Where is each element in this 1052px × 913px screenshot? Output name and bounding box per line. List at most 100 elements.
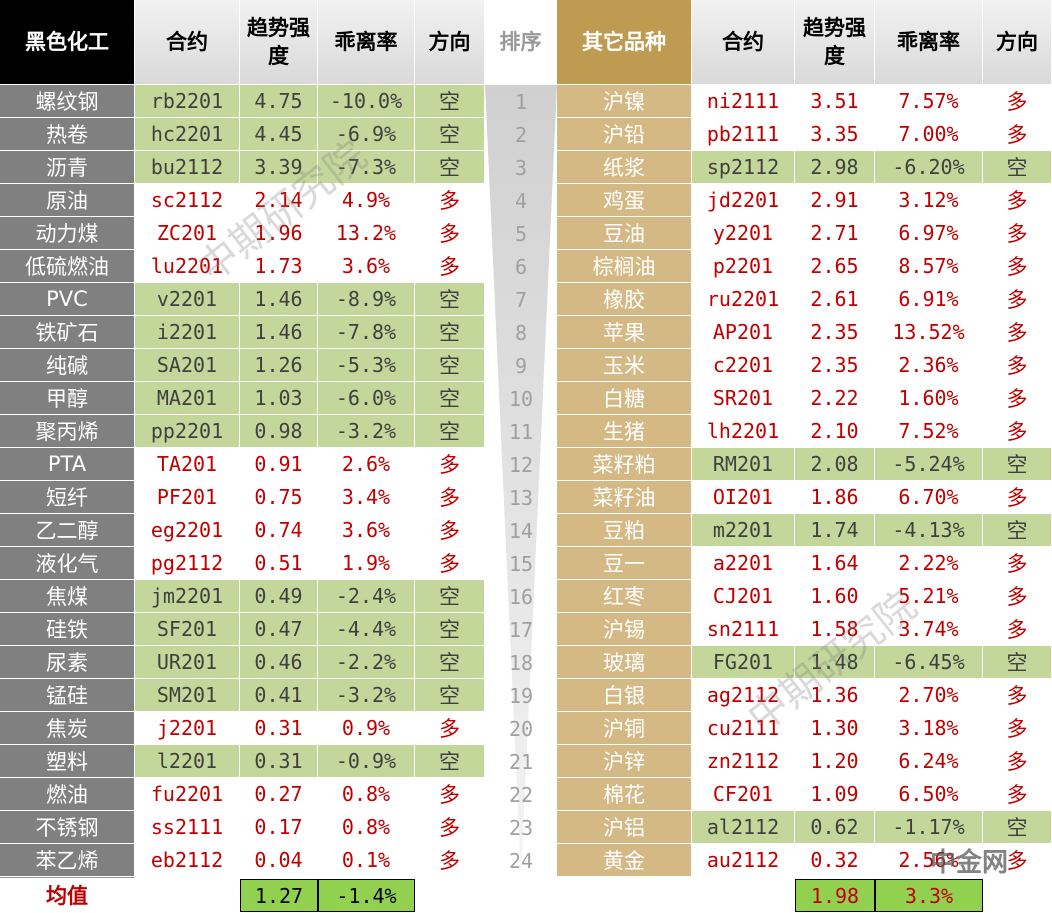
value-cell: eb2112 xyxy=(135,844,240,877)
variety-name: 沪铜 xyxy=(557,712,692,745)
header-cell: 方向 xyxy=(983,0,1052,85)
value-cell: 1.73 xyxy=(240,250,318,283)
variety-name: 鸡蛋 xyxy=(557,184,692,217)
value-cell: 1.74 xyxy=(795,514,875,547)
value-cell: 0.17 xyxy=(240,811,318,844)
header-group: 黑色化工 xyxy=(0,0,135,85)
value-cell: 0.47 xyxy=(240,613,318,646)
value-cell: 0.8% xyxy=(318,811,415,844)
variety-name: 沪铅 xyxy=(557,118,692,151)
variety-name: 玉米 xyxy=(557,349,692,382)
direction: 多 xyxy=(415,547,485,580)
value-cell: PF201 xyxy=(135,481,240,514)
value-cell: 3.6% xyxy=(318,514,415,547)
value-cell: bu2112 xyxy=(135,151,240,184)
direction: 多 xyxy=(415,481,485,514)
value-cell: l2201 xyxy=(135,745,240,778)
value-cell: -7.8% xyxy=(318,316,415,349)
direction: 多 xyxy=(983,415,1052,448)
value-cell: UR201 xyxy=(135,646,240,679)
rank: 20 xyxy=(508,716,534,741)
value-cell: 7.00% xyxy=(875,118,983,151)
value-cell: 2.98 xyxy=(795,151,875,184)
value-cell: 2.71 xyxy=(795,217,875,250)
variety-name: 塑料 xyxy=(0,745,135,778)
variety-name: PVC xyxy=(0,283,135,316)
header-group: 其它品种 xyxy=(557,0,692,85)
value-cell: -6.0% xyxy=(318,382,415,415)
direction: 空 xyxy=(415,118,485,151)
variety-name: 液化气 xyxy=(0,547,135,580)
value-cell: 0.8% xyxy=(318,778,415,811)
value-cell: -0.9% xyxy=(318,745,415,778)
value-cell: 1.58 xyxy=(795,613,875,646)
direction: 空 xyxy=(415,613,485,646)
value-cell: 0.32 xyxy=(795,844,875,877)
value-cell: 1.96 xyxy=(240,217,318,250)
variety-name: 聚丙烯 xyxy=(0,415,135,448)
variety-name: 纸浆 xyxy=(557,151,692,184)
value-cell: 1.9% xyxy=(318,547,415,580)
variety-name: 白银 xyxy=(557,679,692,712)
value-cell: rb2201 xyxy=(135,85,240,118)
value-cell: SR201 xyxy=(692,382,795,415)
value-cell: 6.91% xyxy=(875,283,983,316)
value-cell: 8.57% xyxy=(875,250,983,283)
value-cell: 2.22% xyxy=(875,547,983,580)
direction: 多 xyxy=(983,283,1052,316)
rank: 24 xyxy=(508,848,534,873)
variety-name: 尿素 xyxy=(0,646,135,679)
value-cell: -7.3% xyxy=(318,151,415,184)
value-cell: CJ201 xyxy=(692,580,795,613)
direction: 多 xyxy=(983,844,1052,877)
variety-name: 沥青 xyxy=(0,151,135,184)
value-cell: 2.08 xyxy=(795,448,875,481)
mean-value: 3.3% xyxy=(875,879,983,912)
variety-name: 红枣 xyxy=(557,580,692,613)
variety-name: 动力煤 xyxy=(0,217,135,250)
direction: 多 xyxy=(983,250,1052,283)
value-cell: 0.31 xyxy=(240,745,318,778)
value-cell: 13.2% xyxy=(318,217,415,250)
variety-name: 豆粕 xyxy=(557,514,692,547)
value-cell: 0.1% xyxy=(318,844,415,877)
rank-triangle xyxy=(485,85,557,877)
value-cell: 0.9% xyxy=(318,712,415,745)
direction: 多 xyxy=(415,712,485,745)
value-cell: cu2111 xyxy=(692,712,795,745)
direction: 多 xyxy=(415,844,485,877)
header-cell: 趋势强度 xyxy=(240,0,318,85)
value-cell: MA201 xyxy=(135,382,240,415)
direction: 多 xyxy=(415,184,485,217)
value-cell: 1.86 xyxy=(795,481,875,514)
value-cell: lu2201 xyxy=(135,250,240,283)
value-cell: 1.20 xyxy=(795,745,875,778)
value-cell: 2.35 xyxy=(795,316,875,349)
value-cell: 3.74% xyxy=(875,613,983,646)
direction: 空 xyxy=(983,448,1052,481)
value-cell: 6.50% xyxy=(875,778,983,811)
value-cell: sn2111 xyxy=(692,613,795,646)
mean-value: 1.98 xyxy=(795,879,875,912)
value-cell: 4.75 xyxy=(240,85,318,118)
rank: 12 xyxy=(508,452,534,477)
variety-name: 短纤 xyxy=(0,481,135,514)
value-cell: -6.45% xyxy=(875,646,983,679)
rank: 2 xyxy=(514,122,528,147)
value-cell: 0.41 xyxy=(240,679,318,712)
value-cell: SF201 xyxy=(135,613,240,646)
value-cell: -5.24% xyxy=(875,448,983,481)
variety-name: 橡胶 xyxy=(557,283,692,316)
value-cell: eg2201 xyxy=(135,514,240,547)
value-cell: p2201 xyxy=(692,250,795,283)
direction: 空 xyxy=(983,514,1052,547)
value-cell: -10.0% xyxy=(318,85,415,118)
value-cell: 2.91 xyxy=(795,184,875,217)
value-cell: 2.35 xyxy=(795,349,875,382)
value-cell: -3.2% xyxy=(318,415,415,448)
variety-name: 纯碱 xyxy=(0,349,135,382)
variety-name: 棉花 xyxy=(557,778,692,811)
value-cell: j2201 xyxy=(135,712,240,745)
variety-name: 苯乙烯 xyxy=(0,844,135,877)
